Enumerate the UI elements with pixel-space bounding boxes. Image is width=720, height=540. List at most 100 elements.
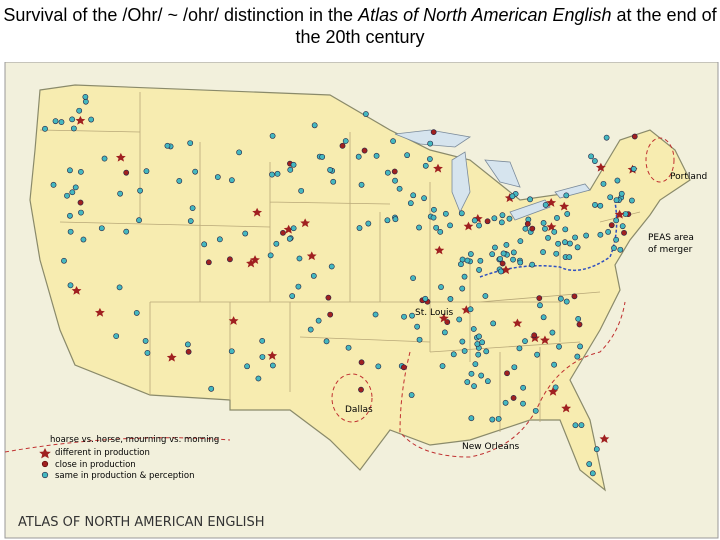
map-point: [67, 282, 74, 289]
map-point: [450, 351, 457, 358]
map-point: [502, 399, 509, 406]
map-point: [546, 222, 557, 232]
map-point: [410, 275, 416, 282]
title-text: Survival of the /Ohr/ ~ /ohr/ distinctio…: [3, 5, 359, 25]
map-point: [342, 138, 349, 144]
map-point: [166, 352, 177, 362]
lake: [394, 129, 472, 148]
map-point: [289, 293, 296, 299]
map-point: [554, 215, 560, 221]
map-point: [504, 370, 510, 377]
map-point: [447, 222, 453, 229]
map-point: [464, 379, 471, 385]
map-point: [619, 223, 626, 230]
map-point: [410, 192, 417, 199]
city-label: Portland: [670, 172, 707, 182]
map-point: [613, 236, 620, 243]
map-point: [323, 338, 330, 345]
map-point: [144, 350, 151, 356]
map-point: [431, 206, 437, 213]
map-point: [434, 245, 445, 255]
map-point: [267, 351, 278, 360]
map-point: [236, 149, 243, 156]
map-point: [495, 415, 502, 422]
region-label: PEAS area: [648, 233, 694, 243]
map-point: [522, 338, 528, 345]
map-point: [137, 187, 143, 194]
map-point: [597, 231, 604, 238]
map-point: [575, 315, 582, 322]
map-point: [164, 142, 171, 149]
map-point: [69, 116, 76, 123]
legend-symbol: [41, 460, 49, 468]
map-point: [77, 199, 84, 206]
map-point: [345, 344, 352, 351]
map-point: [517, 238, 524, 245]
map-point: [586, 461, 593, 467]
map-point: [463, 221, 474, 231]
map-point: [365, 220, 372, 227]
map-point: [510, 256, 516, 263]
map-point: [77, 168, 84, 175]
legend-entry: different in production: [55, 448, 150, 458]
map-point: [478, 372, 485, 379]
map-point: [116, 284, 123, 291]
map-point: [71, 285, 82, 295]
map-point: [489, 251, 496, 258]
map-point: [483, 348, 490, 355]
map-point: [517, 259, 524, 266]
map-point: [439, 363, 446, 369]
map-point: [416, 336, 423, 343]
map-point: [593, 446, 600, 453]
map-point: [614, 177, 621, 184]
map-point: [516, 345, 523, 352]
map-point: [467, 306, 474, 313]
map-point: [358, 359, 365, 366]
map-point: [269, 171, 275, 178]
dialect-boundaries: [4, 137, 675, 458]
map-point: [296, 255, 303, 262]
title-italic: Atlas of North American English: [358, 5, 612, 25]
map-point: [295, 283, 302, 290]
map-point: [520, 384, 527, 391]
map-point: [540, 220, 547, 226]
map-point: [67, 167, 73, 174]
map-point: [461, 348, 468, 354]
map-point: [597, 202, 604, 209]
map-point: [476, 267, 482, 273]
map-point: [477, 257, 484, 264]
map-point: [325, 294, 332, 301]
map-point: [259, 337, 266, 344]
map-point: [184, 341, 191, 348]
map-point: [208, 385, 215, 392]
map-point: [400, 364, 407, 371]
title-text: at the end of the 20th century: [295, 5, 717, 47]
map-point: [531, 332, 538, 339]
map-point: [310, 273, 317, 279]
map-point: [458, 210, 465, 217]
map-point: [605, 228, 612, 235]
map-point: [534, 351, 540, 358]
map-point: [629, 197, 635, 204]
map-point: [504, 193, 515, 203]
map-point: [461, 273, 468, 280]
map-point: [404, 152, 411, 159]
map-point: [273, 240, 280, 247]
map-point: [551, 228, 558, 235]
map-point: [433, 163, 443, 173]
region-label: of merger: [648, 245, 693, 255]
map-point: [358, 386, 364, 393]
map-point: [426, 156, 433, 162]
map-point: [498, 268, 504, 275]
page-title: Survival of the /Ohr/ ~ /ohr/ distinctio…: [0, 4, 720, 48]
map-point: [274, 170, 281, 177]
map-point: [242, 230, 249, 237]
map-point: [441, 329, 448, 336]
map-point: [589, 470, 596, 477]
map-point: [631, 133, 638, 140]
map-point: [339, 142, 346, 149]
map-point: [438, 313, 449, 323]
map-point: [123, 169, 130, 176]
map-point: [176, 178, 183, 184]
peas-boundary: [479, 201, 618, 278]
